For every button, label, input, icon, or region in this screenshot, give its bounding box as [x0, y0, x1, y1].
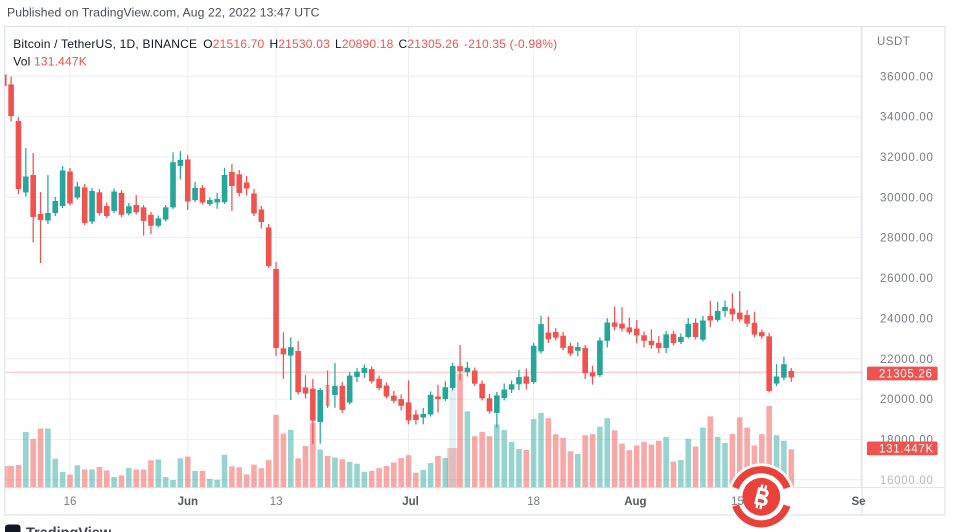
svg-text:15: 15 [731, 496, 744, 508]
svg-text:USDT: USDT [877, 36, 910, 48]
svg-text:TradingView: TradingView [26, 526, 112, 532]
svg-text:32000.00: 32000.00 [880, 152, 934, 164]
svg-text:21305.26: 21305.26 [879, 368, 933, 380]
svg-text:26000.00: 26000.00 [880, 273, 934, 285]
svg-text:131.447K: 131.447K [879, 443, 934, 455]
svg-text:Jul: Jul [402, 496, 419, 508]
svg-text:28000.00: 28000.00 [880, 233, 934, 245]
svg-text:Bitcoin / TetherUS, 1D, BINANC: Bitcoin / TetherUS, 1D, BINANCE O21516.70… [13, 37, 557, 51]
svg-text:22000.00: 22000.00 [880, 354, 934, 366]
svg-text:24000.00: 24000.00 [880, 314, 934, 326]
svg-text:16: 16 [64, 496, 77, 508]
svg-text:20000.00: 20000.00 [880, 394, 934, 406]
svg-text:Jun: Jun [178, 496, 198, 508]
svg-text:Aug: Aug [624, 496, 646, 508]
svg-text:Se: Se [851, 496, 865, 508]
svg-text:16000.00: 16000.00 [880, 475, 934, 487]
svg-text:Vol 131.447K: Vol 131.447K [13, 54, 87, 68]
svg-text:34000.00: 34000.00 [880, 112, 934, 124]
svg-text:Published on TradingView.com,: Published on TradingView.com, Aug 22, 20… [7, 6, 320, 20]
svg-text:36000.00: 36000.00 [880, 71, 934, 83]
svg-text:13: 13 [270, 496, 283, 508]
svg-text:18: 18 [527, 496, 540, 508]
svg-text:30000.00: 30000.00 [880, 192, 934, 204]
